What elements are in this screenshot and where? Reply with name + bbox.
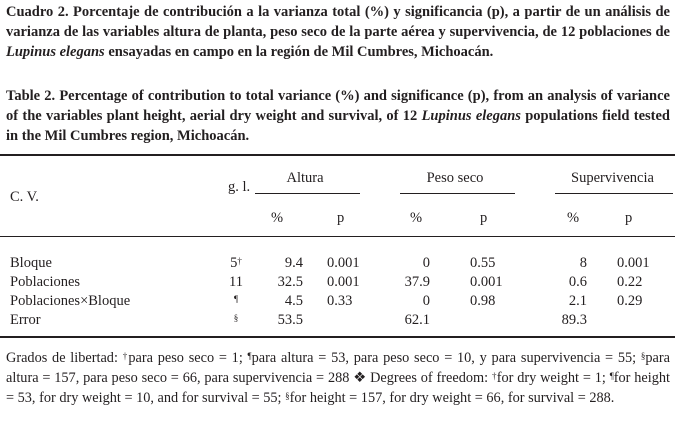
cell-p: 0.29	[617, 293, 643, 309]
cell-percent: 8	[579, 255, 587, 271]
footnote-mark: †	[122, 351, 129, 361]
row-label: Poblaciones×Bloque	[10, 293, 131, 309]
footnote-text: para peso seco = 1;	[128, 350, 248, 366]
group-rule	[555, 193, 673, 194]
cell-percent: 9.4	[284, 255, 303, 271]
row-gl: 11	[218, 273, 254, 291]
gl-mark: §	[233, 313, 239, 323]
header-pct: %	[567, 210, 580, 226]
row-gl: §	[218, 311, 254, 329]
header-peso-seco: Peso seco	[426, 170, 484, 186]
cell-p: 0.33	[327, 293, 353, 309]
caption-english: Table 2. Percentage of contribution to t…	[6, 86, 670, 146]
table-top-rule	[0, 154, 675, 156]
footnote: Grados de libertad: †para peso seco = 1;…	[6, 348, 670, 408]
cell-percent: 89.3	[561, 312, 587, 328]
cell-percent: 0	[422, 293, 430, 309]
group-rule	[255, 193, 360, 194]
caption-text: Table 2. Percentage of contribution to t…	[6, 88, 670, 124]
cell-percent: 4.5	[284, 293, 303, 309]
caption-spanish: Cuadro 2. Porcentaje de contribución a l…	[6, 2, 670, 62]
species-name: Lupinus elegans	[421, 108, 521, 124]
cell-percent: 32.5	[277, 274, 303, 290]
header-cv: C. V.	[10, 189, 39, 205]
header-pct: %	[410, 210, 423, 226]
cell-percent: 2.1	[568, 293, 587, 309]
cell-p: 0.22	[617, 274, 643, 290]
footnote-mark: §	[640, 351, 646, 361]
cell-percent: 37.9	[404, 274, 430, 290]
cell-percent: 53.5	[277, 312, 303, 328]
row-label: Poblaciones	[10, 274, 81, 290]
cell-percent: 0.6	[568, 274, 587, 290]
footnote-mark: ¶	[609, 371, 614, 381]
cell-p: 0.98	[470, 293, 496, 309]
header-pct: %	[271, 210, 284, 226]
header-altura: Altura	[286, 170, 324, 186]
row-label: Error	[10, 312, 41, 328]
gl-value: 5	[230, 255, 238, 271]
footnote-text: para altura = 53, para peso seco = 10, y…	[251, 350, 641, 366]
footnote-text: para altura = 157, para peso seco = 66, …	[6, 350, 670, 386]
row-label: Bloque	[10, 255, 52, 271]
cell-percent: 62.1	[404, 312, 430, 328]
cell-p: 0.001	[327, 274, 360, 290]
caption-text: Cuadro 2. Porcentaje de contribución a l…	[6, 4, 670, 40]
gl-mark: †	[237, 256, 242, 266]
footnote-text: for dry weight = 1;	[496, 370, 610, 386]
row-gl: 5†	[218, 254, 254, 272]
footnote-mark: §	[285, 391, 290, 401]
header-rule	[0, 236, 675, 237]
header-p: p	[337, 210, 345, 226]
header-p: p	[625, 210, 633, 226]
caption-text: ensayadas en campo en la región de Mil C…	[104, 44, 494, 60]
group-rule	[400, 193, 515, 194]
table-bottom-rule	[0, 336, 675, 338]
header-p: p	[480, 210, 488, 226]
cell-p: 0.001	[617, 255, 650, 271]
footnote-mark: †	[491, 371, 497, 381]
header-supervivencia: Supervivencia	[571, 170, 654, 186]
cell-p: 0.001	[470, 274, 503, 290]
header-gl: g. l.	[228, 179, 251, 195]
row-gl: ¶	[218, 292, 254, 310]
cell-p: 0.001	[327, 255, 360, 271]
species-name: Lupinus elegans	[6, 44, 105, 60]
gl-value: 11	[229, 274, 243, 290]
footnote-text: for height = 53, for dry weight = 10, an…	[6, 370, 670, 406]
cell-p: 0.55	[470, 255, 496, 271]
cell-percent: 0	[422, 255, 430, 271]
footnote-text: for height = 157, for dry weight = 66, f…	[289, 390, 615, 406]
footnote-text: Grados de libertad:	[6, 350, 123, 366]
gl-mark: ¶	[233, 294, 239, 304]
caption-text: populations field tested in the Mil Cumb…	[6, 108, 670, 144]
footnote-mark: ¶	[247, 351, 252, 361]
